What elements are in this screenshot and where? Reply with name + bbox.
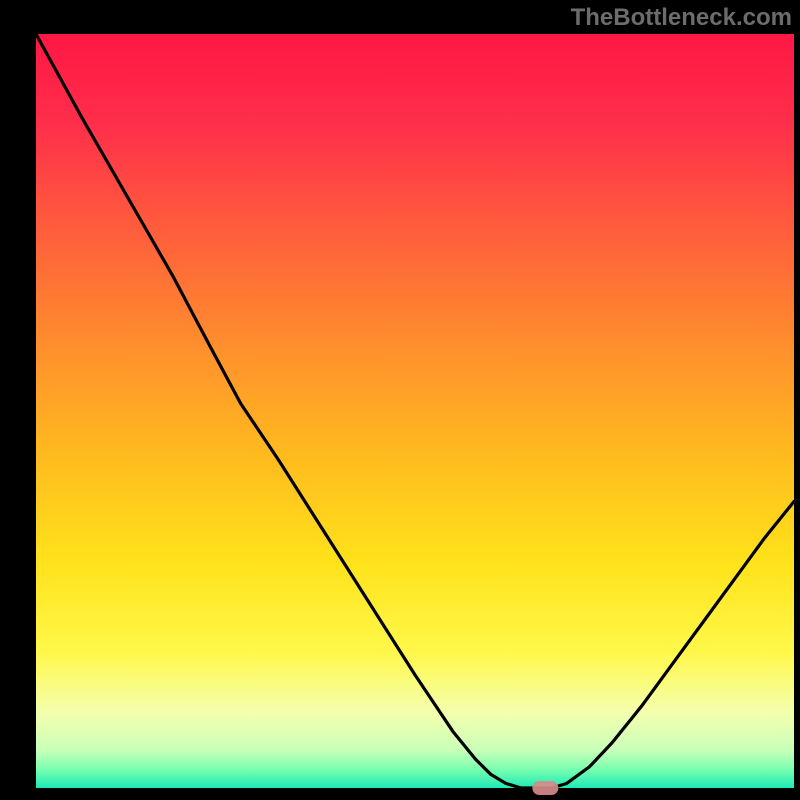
watermark-text: TheBottleneck.com	[571, 4, 792, 32]
chart-container: TheBottleneck.com	[0, 0, 800, 800]
optimal-marker	[532, 781, 558, 795]
plot-svg	[0, 0, 800, 800]
